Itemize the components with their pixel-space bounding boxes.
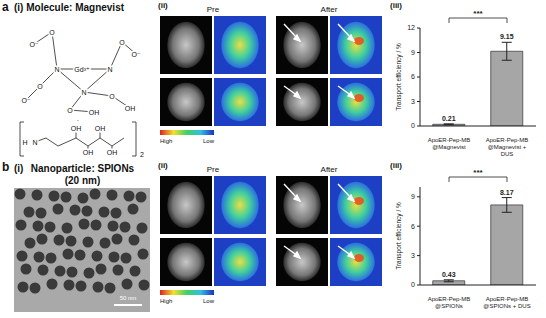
svg-text:H: H <box>22 139 27 146</box>
svg-text:Transport efficiency / %: Transport efficiency / % <box>395 202 403 270</box>
svg-text:OH: OH <box>125 105 136 112</box>
html-text:(ii): (ii) <box>158 1 168 10</box>
svg-text:O⁻: O⁻ <box>131 51 140 58</box>
svg-text:High: High <box>160 138 172 144</box>
svg-text:OH: OH <box>83 149 94 156</box>
svg-text:OH: OH <box>89 109 100 116</box>
svg-text:***: *** <box>473 168 483 177</box>
svg-text:6: 6 <box>411 73 415 80</box>
svg-text:·: · <box>77 117 79 124</box>
svg-text:0: 0 <box>411 281 415 288</box>
svg-text:After: After <box>321 5 338 14</box>
svg-text:Gd³⁺: Gd³⁺ <box>74 66 90 73</box>
svg-text:3: 3 <box>411 252 415 259</box>
html-text:(i) Molecule: Magnevist: (i) Molecule: Magnevist <box>14 2 124 13</box>
svg-text:ApoER-Pep-MB@SPIONs + DUS: ApoER-Pep-MB@SPIONs + DUS <box>483 296 530 309</box>
svg-text:High: High <box>160 298 172 304</box>
svg-text:Transport efficiency / %: Transport efficiency / % <box>395 43 403 111</box>
svg-text:9.15: 9.15 <box>500 33 514 40</box>
svg-text:OH: OH <box>95 125 106 132</box>
svg-text:N: N <box>107 66 112 73</box>
svg-text:ApoER-Pep-MB@SPIONs: ApoER-Pep-MB@SPIONs <box>428 296 471 309</box>
svg-text:ApoER-Pep-MB@Magnevist +DUS: ApoER-Pep-MB@Magnevist +DUS <box>486 137 529 156</box>
svg-text:O⁻: O⁻ <box>29 41 38 48</box>
svg-text:9: 9 <box>411 49 415 56</box>
svg-text:O: O <box>37 83 43 90</box>
html-text:b (i): b (i) <box>2 160 24 174</box>
svg-text:Pre: Pre <box>207 165 220 174</box>
html-text:a: a <box>2 0 9 14</box>
html-text:Nanoparticle: SPIONs (20 nm): Nanoparticle: SPIONs (20 nm) <box>30 163 135 186</box>
svg-text:N: N <box>81 89 86 96</box>
svg-text:0.21: 0.21 <box>442 115 456 122</box>
html-text:(iii): (iii) <box>390 161 402 170</box>
svg-text:0: 0 <box>411 122 415 129</box>
svg-text:O: O <box>49 29 55 36</box>
svg-text:Low: Low <box>203 138 215 144</box>
svg-text:3: 3 <box>411 98 415 105</box>
svg-text:8.17: 8.17 <box>500 189 514 196</box>
svg-text:12: 12 <box>407 24 415 31</box>
svg-text:6: 6 <box>411 223 415 230</box>
svg-text:OH: OH <box>71 125 82 132</box>
svg-text:Low: Low <box>203 298 215 304</box>
svg-text:Pre: Pre <box>207 5 220 14</box>
svg-text:ApoER-Pep-MB@Magnevist: ApoER-Pep-MB@Magnevist <box>428 137 471 150</box>
svg-text:O: O <box>119 39 125 46</box>
svg-text:9: 9 <box>411 193 415 200</box>
svg-text:N: N <box>32 139 37 146</box>
svg-text:***: *** <box>473 9 483 18</box>
html-text:(iii): (iii) <box>390 1 402 10</box>
svg-text:O: O <box>109 93 115 100</box>
svg-text:After: After <box>321 165 338 174</box>
svg-text:OH: OH <box>107 149 118 156</box>
svg-text:O⁻: O⁻ <box>21 97 30 104</box>
svg-text:2: 2 <box>140 151 144 158</box>
svg-text:O: O <box>67 107 73 114</box>
html-text:(ii): (ii) <box>158 161 168 170</box>
svg-text:N: N <box>54 66 59 73</box>
svg-text:0.43: 0.43 <box>442 271 456 278</box>
svg-text:50 nm: 50 nm <box>120 295 137 301</box>
